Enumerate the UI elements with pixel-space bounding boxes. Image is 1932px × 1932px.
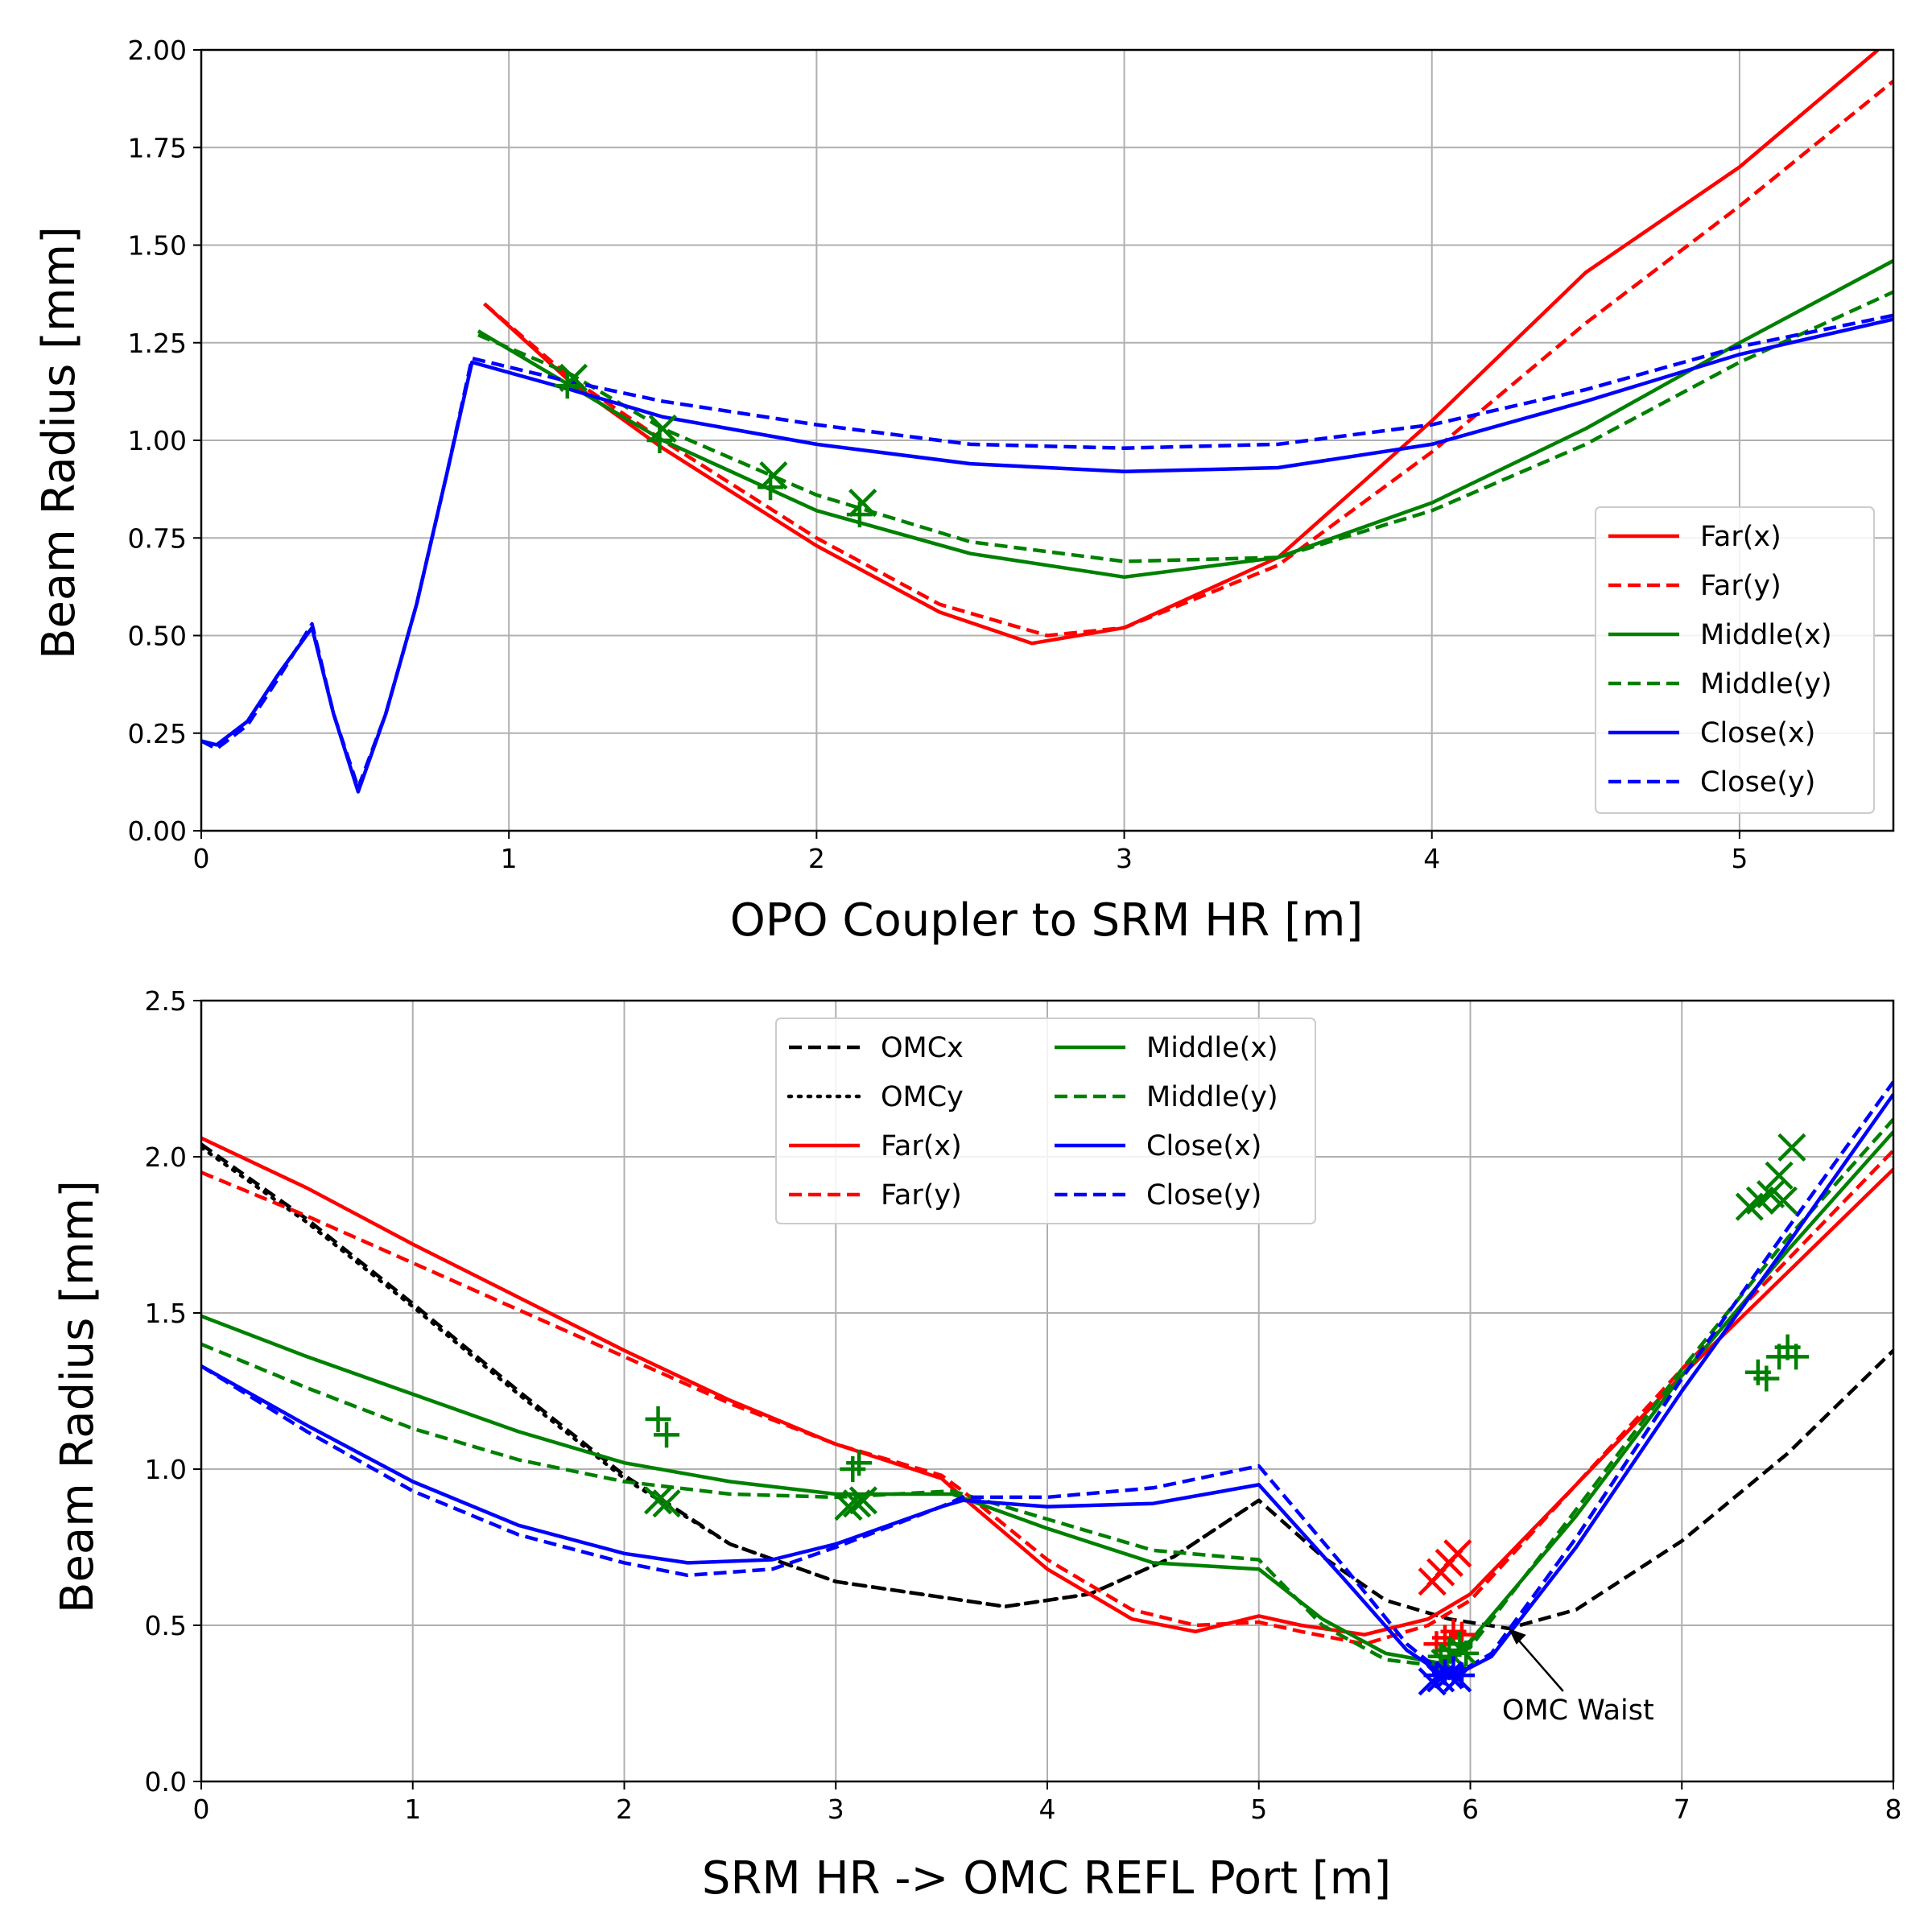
y-tick-label: 1.75 (128, 132, 187, 163)
legend-label-close-y: Close(y) (1700, 766, 1815, 799)
series-line-far-x (483, 50, 1880, 646)
legend-label-close-y: Close(y) (1146, 1179, 1261, 1212)
series-line-far-y (483, 80, 1893, 638)
legend-label-far-y: Far(y) (881, 1179, 962, 1212)
marker-plus-middle (646, 427, 673, 453)
marker-plus-middle (1753, 1365, 1780, 1392)
marker-x-far (1443, 1539, 1472, 1568)
legend-label-close-x: Close(x) (1146, 1130, 1261, 1162)
series-line-omcy (201, 1146, 1261, 1608)
legend-box (1595, 506, 1875, 814)
x-tick-label: 5 (1731, 843, 1748, 874)
series-line-omcx (201, 1142, 1893, 1631)
series-line-middle-x (477, 258, 1893, 580)
legend-label-omcx: OMCx (881, 1032, 964, 1064)
y-tick-label: 0.25 (128, 718, 187, 749)
x-tick-label: 4 (1423, 843, 1440, 874)
series-line-close-y (201, 1080, 1893, 1681)
marker-plus-middle (1783, 1344, 1810, 1370)
y-tick-label: 1.5 (145, 1298, 187, 1329)
legend: OMCx OMCy Far(x) Far(y) Middle(x) Middle(y) Cl… (775, 1018, 1316, 1224)
x-tick-label: 7 (1674, 1794, 1690, 1825)
marker-x-middle (648, 414, 677, 444)
x-tick-label: 1 (501, 843, 518, 874)
series-line-middle-x (201, 1130, 1893, 1665)
marker-plus-middle (758, 474, 784, 501)
marker-x-middle (842, 1489, 872, 1518)
marker-plus-middle (846, 502, 873, 528)
x-tick-label: 4 (1039, 1794, 1056, 1825)
y-tick-label: 1.50 (128, 230, 187, 262)
x-tick-label: 6 (1462, 1794, 1479, 1825)
chart-bottom: SRM HR -> OMC REFL Port [m] Beam Radius … (52, 985, 1902, 1905)
y-axis-label: Beam Radius [mm] (52, 1180, 104, 1613)
marker-x-middle (834, 1492, 863, 1521)
legend-box (775, 1018, 1316, 1224)
y-tick-label: 0.5 (145, 1610, 187, 1641)
legend-label-far-x: Far(x) (1700, 521, 1781, 553)
x-axis-label: SRM HR -> OMC REFL Port [m] (702, 1852, 1391, 1905)
marker-x-middle (1769, 1186, 1798, 1215)
x-tick-label: 1 (404, 1794, 421, 1825)
marker-plus-middle (645, 1406, 671, 1432)
legend-label-middle-y: Middle(y) (1146, 1081, 1278, 1113)
y-tick-label: 0.75 (128, 522, 187, 554)
legend-label-far-y: Far(y) (1700, 570, 1781, 602)
x-tick-label: 5 (1250, 1794, 1267, 1825)
series-line-middle-y (201, 1117, 1893, 1668)
marker-plus-close (1448, 1662, 1475, 1689)
marker-x-middle (1765, 1161, 1794, 1190)
annotation-arrow (1512, 1633, 1564, 1692)
marker-plus-middle (554, 373, 580, 399)
marker-x-middle (759, 461, 788, 490)
marker-plus-middle (846, 1450, 873, 1476)
y-tick-label: 2.0 (145, 1141, 187, 1173)
x-tick-label: 8 (1885, 1794, 1902, 1825)
y-axis-label: Beam Radius [mm] (33, 226, 85, 659)
y-tick-label: 1.00 (128, 425, 187, 456)
annotation-label: OMC Waist (1502, 1695, 1654, 1727)
series-line-close-y (201, 313, 1893, 790)
x-tick-label: 3 (828, 1794, 844, 1825)
y-tick-label: 0.0 (145, 1766, 187, 1798)
annotation-arrowhead (1508, 1628, 1526, 1645)
marker-plus-middle (840, 1456, 866, 1482)
legend: Far(x) Far(y) Middle(x) Middle(y) Close(x) Cl… (1595, 506, 1875, 814)
legend-label-close-x: Close(x) (1700, 717, 1815, 749)
y-tick-label: 2.5 (145, 985, 187, 1017)
chart-top: OPO Coupler to SRM HR [m] Beam Radius [m… (33, 35, 1895, 947)
series-line-close-x (201, 1093, 1893, 1681)
x-tick-label: 0 (193, 843, 210, 874)
x-tick-label: 2 (808, 843, 825, 874)
y-tick-label: 0.00 (128, 815, 187, 847)
legend-label-middle-x: Middle(x) (1146, 1032, 1278, 1064)
series-line-close-x (201, 317, 1893, 794)
y-tick-label: 2.00 (128, 35, 187, 66)
legend-label-middle-x: Middle(x) (1700, 619, 1832, 651)
y-tick-label: 1.25 (128, 328, 187, 359)
series-line-far-y (201, 1149, 1893, 1646)
legend-label-far-x: Far(x) (881, 1130, 962, 1162)
legend-label-middle-y: Middle(y) (1700, 668, 1832, 700)
marker-x-middle (643, 1486, 673, 1515)
x-axis-label: OPO Coupler to SRM HR [m] (730, 894, 1364, 947)
y-tick-label: 1.0 (145, 1454, 187, 1485)
marker-plus-middle (654, 1422, 680, 1448)
marker-x-middle (652, 1489, 681, 1518)
marker-x-middle (1777, 1133, 1806, 1162)
legend-label-omcy: OMCy (881, 1081, 964, 1113)
marker-x-middle (848, 1486, 878, 1515)
x-tick-label: 0 (193, 1794, 210, 1825)
marker-x-middle (848, 489, 877, 518)
x-tick-label: 2 (616, 1794, 633, 1825)
y-tick-label: 0.50 (128, 621, 187, 652)
x-tick-label: 3 (1116, 843, 1133, 874)
